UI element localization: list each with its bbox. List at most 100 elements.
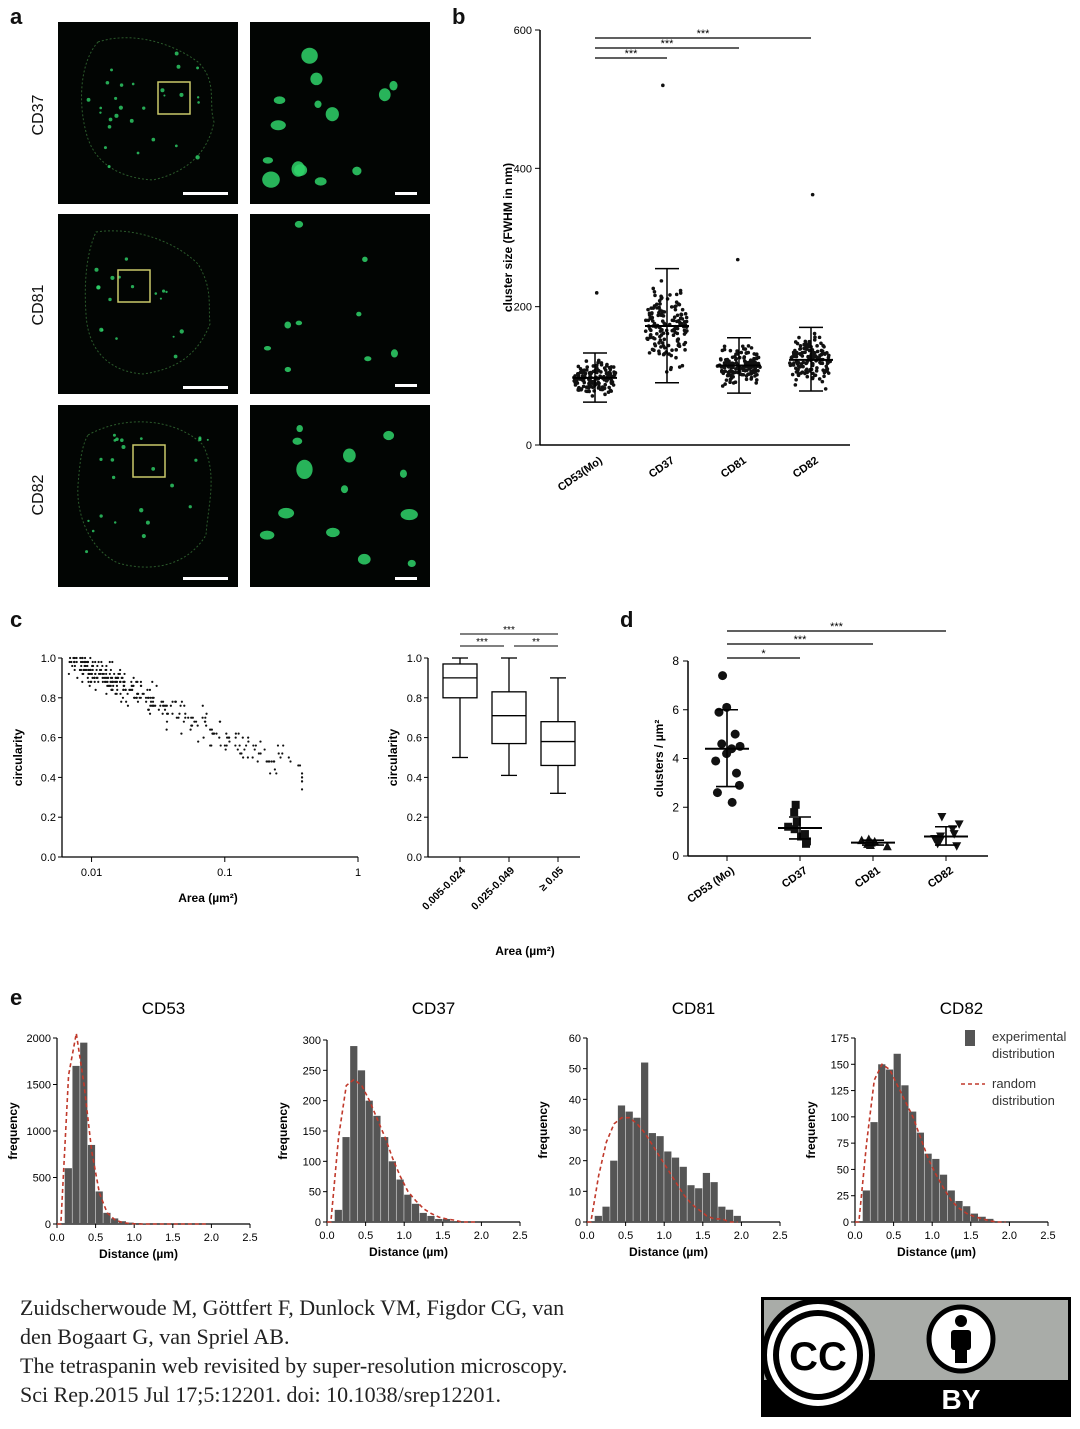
fluorescent-spot bbox=[85, 550, 89, 554]
data-point bbox=[670, 348, 674, 352]
histogram-bar bbox=[687, 1185, 695, 1222]
fluorescent-cluster bbox=[284, 321, 292, 329]
fluorescent-spot bbox=[196, 96, 200, 99]
histogram-bar bbox=[411, 1203, 420, 1222]
data-point bbox=[111, 660, 114, 664]
data-point bbox=[115, 692, 118, 695]
data-point bbox=[733, 370, 737, 375]
data-point bbox=[160, 700, 163, 703]
y-axis-label: cluster size (FWHM in nm) bbox=[501, 163, 515, 312]
data-point bbox=[104, 668, 107, 672]
histogram-bar bbox=[594, 1215, 602, 1222]
data-point bbox=[190, 724, 193, 727]
fluorescent-spot bbox=[107, 165, 111, 169]
data-point bbox=[954, 820, 964, 829]
data-point bbox=[815, 344, 819, 348]
data-point bbox=[149, 696, 152, 699]
data-point bbox=[79, 656, 82, 660]
data-point bbox=[193, 720, 196, 723]
data-point bbox=[648, 332, 653, 337]
fluorescent-spot bbox=[103, 146, 107, 150]
y-tick-label: 600 bbox=[514, 25, 532, 37]
x-axis-label: Distance (µm) bbox=[897, 1245, 976, 1259]
y-tick-label: 400 bbox=[514, 163, 532, 175]
y-tick-label: 0.6 bbox=[407, 733, 422, 745]
data-point bbox=[949, 830, 959, 839]
data-point bbox=[734, 356, 739, 361]
data-point bbox=[91, 660, 94, 664]
data-point bbox=[645, 337, 650, 342]
data-point bbox=[212, 732, 215, 735]
fluorescent-spot bbox=[114, 96, 118, 100]
data-point bbox=[247, 736, 250, 739]
significance-label: *** bbox=[661, 38, 675, 50]
data-point bbox=[151, 700, 155, 703]
histogram-bar bbox=[625, 1111, 633, 1222]
data-point bbox=[130, 680, 133, 683]
data-point bbox=[721, 370, 726, 374]
data-point bbox=[659, 333, 664, 337]
fluorescent-cluster bbox=[301, 47, 318, 64]
fluorescent-spot bbox=[112, 433, 116, 437]
data-point bbox=[657, 298, 662, 303]
data-point bbox=[171, 712, 174, 715]
data-point bbox=[724, 360, 729, 365]
y-tick-label: 0.8 bbox=[407, 693, 422, 705]
data-point bbox=[825, 351, 829, 355]
x-tick-label: CD82 bbox=[926, 865, 956, 891]
micrograph-cd82-overview bbox=[58, 405, 238, 587]
data-point bbox=[728, 380, 732, 385]
data-point bbox=[813, 354, 818, 358]
data-point bbox=[117, 676, 120, 679]
data-point bbox=[643, 329, 648, 333]
fluorescent-spot bbox=[96, 285, 101, 290]
data-point bbox=[572, 379, 577, 383]
fluorescent-spot bbox=[121, 444, 126, 450]
histogram-bar bbox=[718, 1206, 726, 1222]
data-point bbox=[96, 664, 99, 668]
histogram-bar bbox=[118, 1221, 126, 1224]
y-tick-label: 4 bbox=[672, 752, 679, 766]
data-point bbox=[724, 378, 729, 382]
data-point bbox=[242, 756, 245, 759]
data-point bbox=[734, 780, 744, 790]
data-point bbox=[109, 684, 112, 687]
fluorescent-cluster bbox=[296, 459, 313, 480]
data-point bbox=[282, 744, 285, 747]
data-point bbox=[83, 656, 87, 660]
data-point bbox=[603, 392, 607, 397]
micrograph-cd37-zoom bbox=[250, 22, 430, 204]
x-tick-label: 1.0 bbox=[925, 1230, 940, 1242]
histogram-title: CD37 bbox=[412, 999, 455, 1018]
data-point bbox=[730, 729, 740, 739]
data-point bbox=[169, 704, 172, 707]
data-point bbox=[205, 724, 208, 727]
y-tick-label: 500 bbox=[33, 1173, 51, 1185]
data-point bbox=[804, 368, 808, 373]
data-point bbox=[797, 832, 806, 841]
fluorescent-spot bbox=[110, 458, 115, 462]
data-point bbox=[680, 307, 685, 312]
fluorescent-spot bbox=[179, 92, 184, 97]
cc-by-license-badge[interactable]: CC BY bbox=[761, 1297, 1071, 1417]
y-tick-label: 1.0 bbox=[41, 653, 56, 665]
significance-label: *** bbox=[625, 48, 639, 60]
data-point bbox=[68, 660, 71, 664]
data-point bbox=[663, 346, 667, 350]
fluorescent-spot bbox=[198, 436, 202, 440]
data-point bbox=[83, 660, 86, 664]
cell-outline-cd37 bbox=[81, 37, 215, 181]
data-point bbox=[89, 668, 92, 672]
fluorescent-spot bbox=[196, 66, 199, 70]
histogram-bar bbox=[64, 1168, 72, 1224]
data-point bbox=[798, 347, 802, 351]
data-point bbox=[800, 370, 805, 374]
data-point bbox=[609, 389, 614, 393]
data-point bbox=[270, 760, 273, 763]
panel-letter-e: e bbox=[10, 985, 23, 1010]
histogram-bar bbox=[633, 1117, 641, 1222]
data-point bbox=[265, 760, 268, 763]
x-tick-label: CD81 bbox=[719, 455, 749, 481]
y-axis-label: clusters / µm² bbox=[652, 720, 666, 798]
y-tick-label: 10 bbox=[569, 1186, 581, 1198]
